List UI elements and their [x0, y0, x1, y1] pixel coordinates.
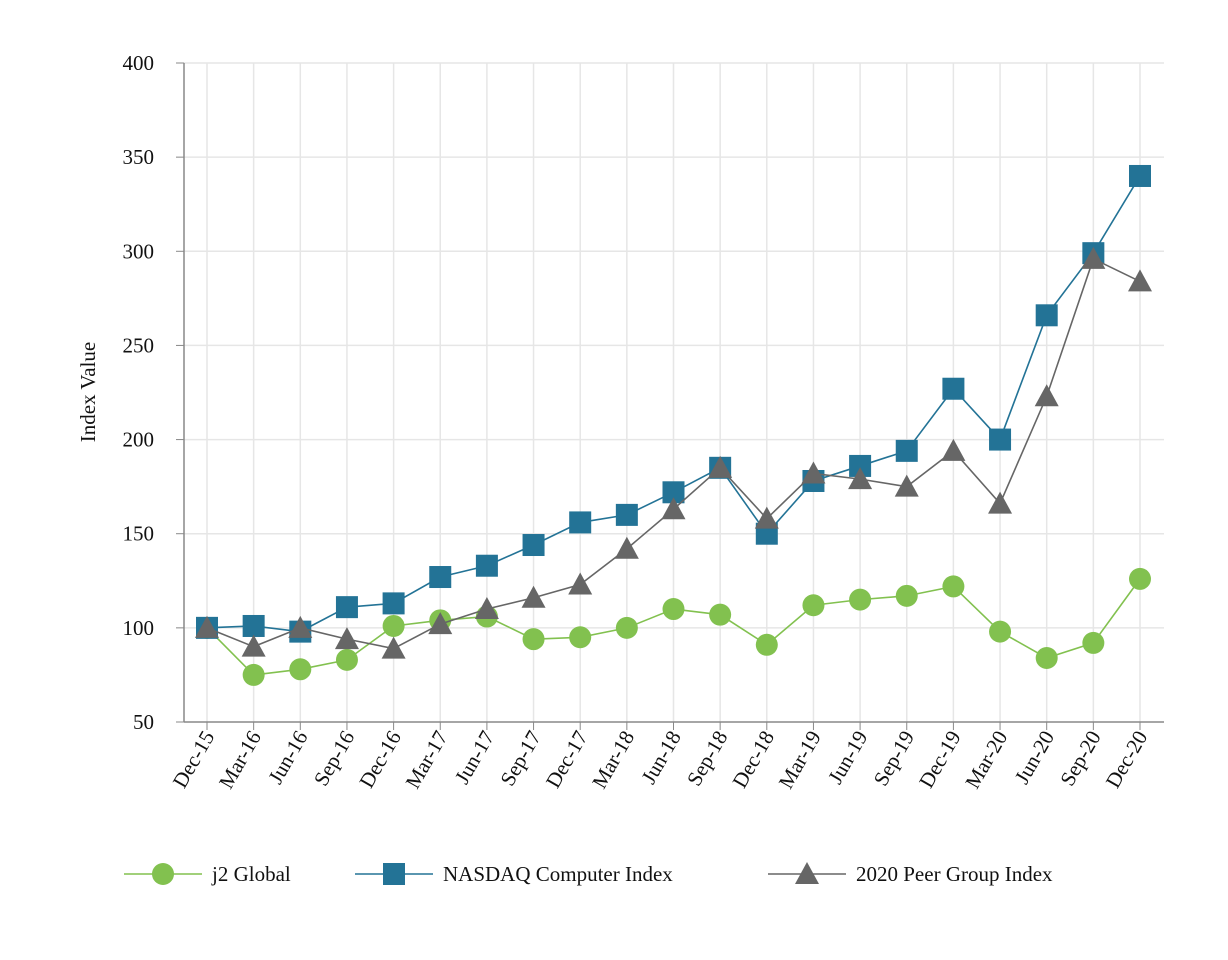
- x-tick-label: Mar-16: [214, 727, 266, 793]
- data-point-j2-global: [849, 588, 872, 611]
- legend-marker-nasdaq-computer-index: [383, 863, 405, 885]
- data-point-j2-global: [989, 620, 1012, 643]
- data-point-nasdaq-computer-index: [849, 454, 872, 477]
- data-point-2020-peer-group-index: [1034, 384, 1059, 407]
- y-tick-label: 250: [123, 333, 155, 357]
- data-point-nasdaq-computer-index: [1129, 164, 1151, 187]
- x-tick-label: Dec-19: [914, 727, 966, 793]
- data-point-j2-global: [569, 626, 592, 649]
- x-tick-label: Dec-18: [727, 727, 779, 793]
- data-point-2020-peer-group-index: [568, 572, 593, 595]
- data-point-j2-global: [709, 603, 732, 626]
- data-point-2020-peer-group-index: [195, 615, 219, 638]
- x-tick-label: Sep-20: [1055, 727, 1106, 791]
- x-tick-label: Sep-18: [682, 727, 733, 791]
- data-point-j2-global: [242, 663, 265, 686]
- data-point-nasdaq-computer-index: [522, 534, 545, 557]
- data-point-2020-peer-group-index: [754, 506, 779, 529]
- data-point-j2-global: [942, 575, 965, 598]
- data-point-j2-global: [382, 614, 405, 637]
- data-point-j2-global: [802, 594, 825, 617]
- data-point-j2-global: [662, 598, 685, 621]
- legend-label-nasdaq-computer-index: NASDAQ Computer Index: [443, 862, 673, 886]
- y-tick-label: 50: [133, 710, 154, 734]
- data-point-j2-global: [1082, 631, 1105, 654]
- data-point-2020-peer-group-index: [894, 474, 919, 497]
- data-point-nasdaq-computer-index: [989, 428, 1012, 451]
- data-point-j2-global: [289, 658, 312, 681]
- data-point-j2-global: [755, 633, 778, 656]
- legend-label-2020-peer-group-index: 2020 Peer Group Index: [856, 862, 1053, 886]
- data-point-2020-peer-group-index: [801, 461, 826, 484]
- data-point-nasdaq-computer-index: [382, 592, 405, 615]
- data-point-2020-peer-group-index: [708, 455, 733, 478]
- data-point-2020-peer-group-index: [521, 585, 546, 608]
- data-point-2020-peer-group-index: [988, 491, 1013, 514]
- x-tick-label: Mar-18: [587, 727, 639, 793]
- data-point-j2-global: [895, 584, 918, 607]
- data-point-nasdaq-computer-index: [942, 377, 965, 400]
- data-point-2020-peer-group-index: [288, 615, 313, 638]
- x-tick-label: Dec-17: [541, 727, 593, 793]
- data-point-nasdaq-computer-index: [242, 614, 265, 637]
- data-point-2020-peer-group-index: [241, 634, 266, 657]
- data-point-nasdaq-computer-index: [475, 554, 498, 577]
- x-tick-label: Dec-16: [354, 727, 406, 793]
- x-tick-label: Mar-17: [401, 727, 453, 793]
- x-tick-label: Jun-16: [263, 727, 312, 789]
- data-point-2020-peer-group-index: [661, 497, 686, 520]
- y-tick-label: 150: [123, 522, 155, 546]
- x-tick-label: Jun-18: [636, 727, 685, 789]
- data-point-2020-peer-group-index: [428, 612, 453, 635]
- x-tick-label: Sep-17: [495, 727, 546, 791]
- data-point-nasdaq-computer-index: [1035, 304, 1058, 327]
- y-tick-label: 350: [123, 145, 155, 169]
- data-point-j2-global: [615, 616, 638, 639]
- data-point-nasdaq-computer-index: [429, 566, 452, 589]
- x-tick-label: Mar-20: [960, 727, 1012, 793]
- data-point-nasdaq-computer-index: [335, 596, 358, 619]
- data-point-j2-global: [335, 648, 358, 671]
- x-tick-label: Jun-17: [450, 727, 499, 789]
- data-point-2020-peer-group-index: [1128, 269, 1152, 292]
- y-axis-label: Index Value: [76, 342, 100, 443]
- x-tick-label: Jun-19: [823, 727, 872, 789]
- data-point-nasdaq-computer-index: [662, 481, 685, 504]
- y-tick-label: 400: [123, 51, 155, 75]
- data-point-2020-peer-group-index: [848, 467, 873, 490]
- x-tick-label: Sep-19: [869, 727, 920, 791]
- legend-label-j2-global: j2 Global: [211, 862, 291, 886]
- data-point-2020-peer-group-index: [381, 636, 406, 659]
- y-tick-label: 300: [123, 239, 155, 263]
- data-point-2020-peer-group-index: [1081, 246, 1106, 269]
- x-tick-label: Jun-20: [1010, 727, 1059, 789]
- data-point-j2-global: [522, 628, 545, 651]
- x-tick-label: Dec-20: [1101, 727, 1153, 793]
- data-point-nasdaq-computer-index: [895, 439, 918, 462]
- y-tick-label: 100: [123, 616, 155, 640]
- data-point-nasdaq-computer-index: [615, 503, 638, 526]
- data-point-2020-peer-group-index: [941, 438, 966, 461]
- data-point-nasdaq-computer-index: [569, 511, 592, 534]
- data-point-2020-peer-group-index: [334, 627, 359, 650]
- legend-marker-2020-peer-group-index: [795, 862, 819, 884]
- data-point-2020-peer-group-index: [614, 536, 639, 559]
- data-point-j2-global: [1129, 567, 1151, 590]
- x-tick-label: Dec-15: [168, 727, 220, 793]
- x-tick-label: Sep-16: [309, 727, 360, 791]
- data-point-2020-peer-group-index: [474, 597, 499, 620]
- legend-marker-j2-global: [152, 863, 174, 885]
- data-point-j2-global: [1035, 646, 1058, 669]
- y-tick-label: 200: [123, 428, 155, 452]
- x-tick-label: Mar-19: [774, 727, 826, 793]
